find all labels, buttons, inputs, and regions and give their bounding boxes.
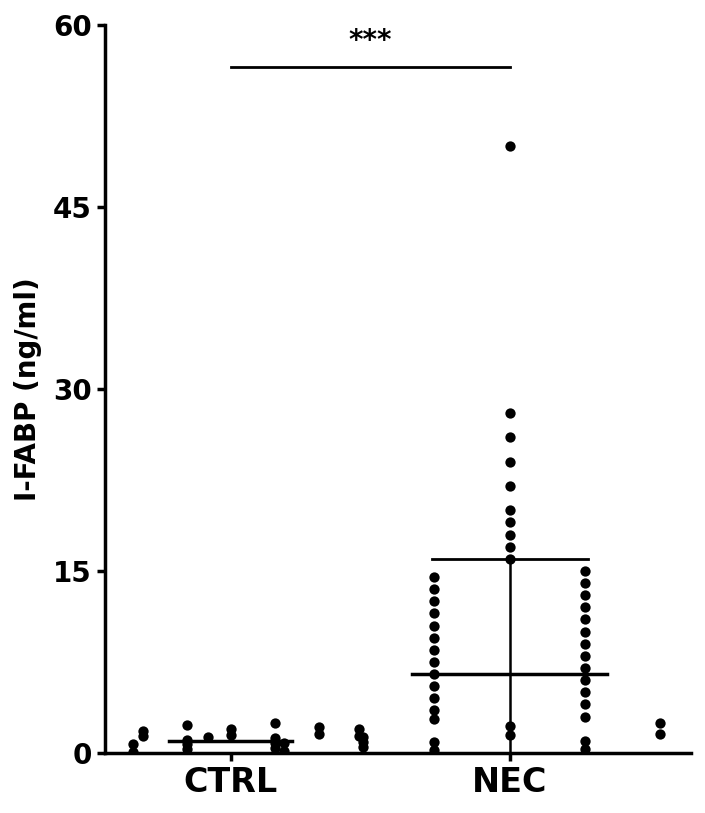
Point bbox=[93, 739, 104, 752]
Point bbox=[429, 606, 440, 620]
Point bbox=[429, 619, 440, 632]
Point bbox=[504, 504, 515, 517]
Point bbox=[580, 601, 591, 614]
Point bbox=[269, 716, 281, 729]
Point bbox=[580, 625, 591, 638]
Point bbox=[580, 564, 591, 577]
Point bbox=[504, 552, 515, 565]
Point bbox=[269, 741, 281, 754]
Point bbox=[580, 698, 591, 711]
Point bbox=[429, 736, 440, 749]
Point bbox=[128, 746, 139, 759]
Point bbox=[429, 643, 440, 656]
Point bbox=[128, 738, 139, 751]
Point bbox=[429, 744, 440, 757]
Point bbox=[655, 727, 666, 740]
Point bbox=[269, 732, 281, 745]
Point bbox=[580, 674, 591, 687]
Point bbox=[269, 737, 281, 750]
Point bbox=[353, 729, 364, 742]
Point bbox=[181, 743, 192, 756]
Point bbox=[580, 743, 591, 756]
Point bbox=[225, 722, 236, 735]
Point bbox=[504, 140, 515, 153]
Point bbox=[504, 728, 515, 741]
Point bbox=[93, 744, 104, 757]
Point bbox=[93, 734, 104, 747]
Point bbox=[357, 741, 368, 754]
Point bbox=[429, 712, 440, 725]
Point bbox=[580, 662, 591, 675]
Point bbox=[429, 704, 440, 717]
Point bbox=[580, 734, 591, 747]
Point bbox=[580, 589, 591, 602]
Point bbox=[580, 650, 591, 663]
Point bbox=[429, 655, 440, 668]
Point bbox=[429, 583, 440, 596]
Point bbox=[429, 680, 440, 693]
Point bbox=[429, 595, 440, 608]
Point bbox=[504, 455, 515, 468]
Point bbox=[580, 637, 591, 650]
Point bbox=[504, 720, 515, 733]
Point bbox=[504, 431, 515, 444]
Point bbox=[357, 731, 368, 744]
Point bbox=[225, 728, 236, 741]
Point bbox=[181, 738, 192, 751]
Point bbox=[313, 721, 324, 734]
Point bbox=[137, 729, 148, 742]
Point bbox=[357, 736, 368, 749]
Point bbox=[580, 613, 591, 626]
Point bbox=[429, 667, 440, 680]
Point bbox=[181, 733, 192, 746]
Text: ***: *** bbox=[348, 27, 392, 55]
Point bbox=[504, 480, 515, 493]
Point bbox=[429, 692, 440, 705]
Point bbox=[580, 710, 591, 723]
Point bbox=[580, 685, 591, 698]
Y-axis label: I-FABP (ng/ml): I-FABP (ng/ml) bbox=[14, 277, 42, 501]
Point bbox=[580, 576, 591, 589]
Point bbox=[313, 727, 324, 740]
Point bbox=[137, 724, 148, 737]
Point bbox=[278, 737, 289, 750]
Point bbox=[353, 722, 364, 735]
Point bbox=[278, 745, 289, 758]
Point bbox=[202, 731, 214, 744]
Point bbox=[504, 516, 515, 529]
Point bbox=[655, 716, 666, 729]
Point bbox=[429, 571, 440, 584]
Point bbox=[504, 540, 515, 553]
Point bbox=[504, 406, 515, 420]
Point bbox=[504, 528, 515, 541]
Point bbox=[429, 631, 440, 644]
Point bbox=[181, 719, 192, 732]
